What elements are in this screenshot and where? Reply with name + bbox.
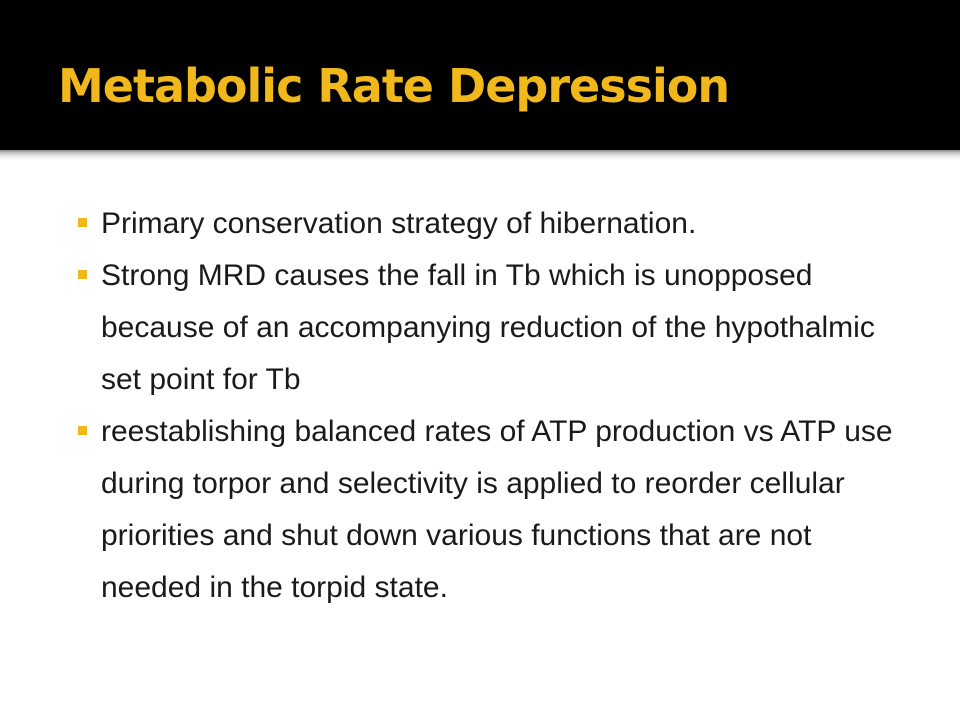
bullet-item: Primary conservation strategy of hiberna… <box>78 198 918 250</box>
bullet-item: reestablishing balanced rates of ATP pro… <box>78 406 918 614</box>
square-bullet-icon <box>78 426 87 435</box>
bullet-text: reestablishing balanced rates of ATP pro… <box>101 415 893 604</box>
slide-title: Metabolic Rate Depression <box>58 59 730 113</box>
title-divider <box>0 150 960 160</box>
title-bar: Metabolic Rate Depression <box>0 0 960 150</box>
bullet-text: Primary conservation strategy of hiberna… <box>101 207 697 240</box>
bullet-text: Strong MRD causes the fall in Tb which i… <box>101 259 875 396</box>
bullet-item: Strong MRD causes the fall in Tb which i… <box>78 250 918 406</box>
square-bullet-icon <box>78 218 87 227</box>
square-bullet-icon <box>78 270 87 279</box>
bullet-list: Primary conservation strategy of hiberna… <box>78 198 918 614</box>
